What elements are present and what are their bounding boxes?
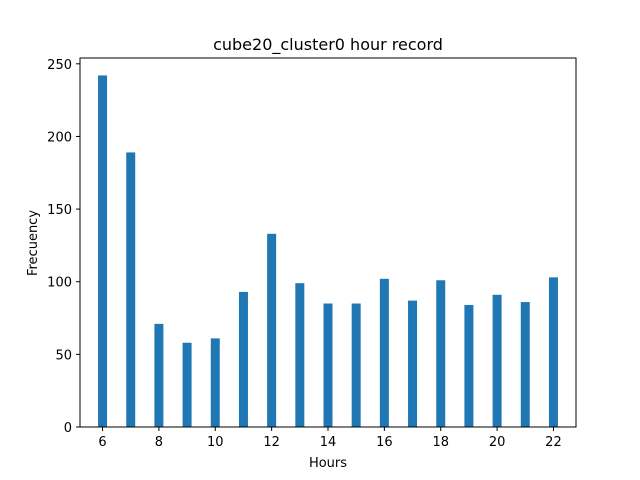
bar-hour-12	[267, 233, 277, 427]
bar-hour-9	[182, 342, 192, 427]
chart-title: cube20_cluster0 hour record	[213, 35, 443, 55]
bar-hour-20	[492, 294, 502, 427]
x-axis-label: Hours	[309, 456, 347, 471]
y-tick-label: 250	[47, 58, 72, 73]
bar-hour-16	[379, 278, 389, 427]
bar-hour-18	[436, 280, 446, 427]
y-tick-label: 50	[55, 348, 72, 363]
x-tick-label: 6	[98, 435, 106, 450]
bar-hour-19	[464, 304, 474, 427]
bars-group	[98, 75, 558, 427]
bar-hour-22	[548, 277, 558, 427]
x-tick-label: 16	[376, 435, 393, 450]
x-tick-label: 18	[432, 435, 449, 450]
x-axis-ticks: 6 8 10 12 14 16 18 20 22	[98, 427, 562, 450]
y-tick-label: 100	[47, 276, 72, 291]
y-tick-label: 0	[64, 421, 72, 436]
x-tick-label: 12	[263, 435, 280, 450]
bar-hour-7	[126, 152, 136, 427]
x-tick-label: 14	[320, 435, 337, 450]
y-tick-label: 200	[47, 130, 72, 145]
bar-hour-14	[323, 303, 333, 427]
bar-hour-10	[210, 338, 220, 427]
y-tick-label: 150	[47, 203, 72, 218]
bar-hour-13	[295, 283, 305, 427]
x-tick-label: 8	[155, 435, 163, 450]
x-tick-label: 10	[207, 435, 224, 450]
y-axis-label: Frecuency	[26, 210, 41, 276]
bar-hour-6	[98, 75, 108, 427]
bar-hour-8	[154, 323, 164, 427]
bar-hour-11	[238, 291, 248, 427]
bar-hour-21	[520, 302, 530, 427]
y-axis-ticks: 0 50 100 150 200 250	[47, 58, 80, 436]
bar-hour-15	[351, 303, 361, 427]
x-tick-label: 20	[489, 435, 506, 450]
x-tick-label: 22	[545, 435, 562, 450]
bar-hour-17	[408, 300, 418, 427]
